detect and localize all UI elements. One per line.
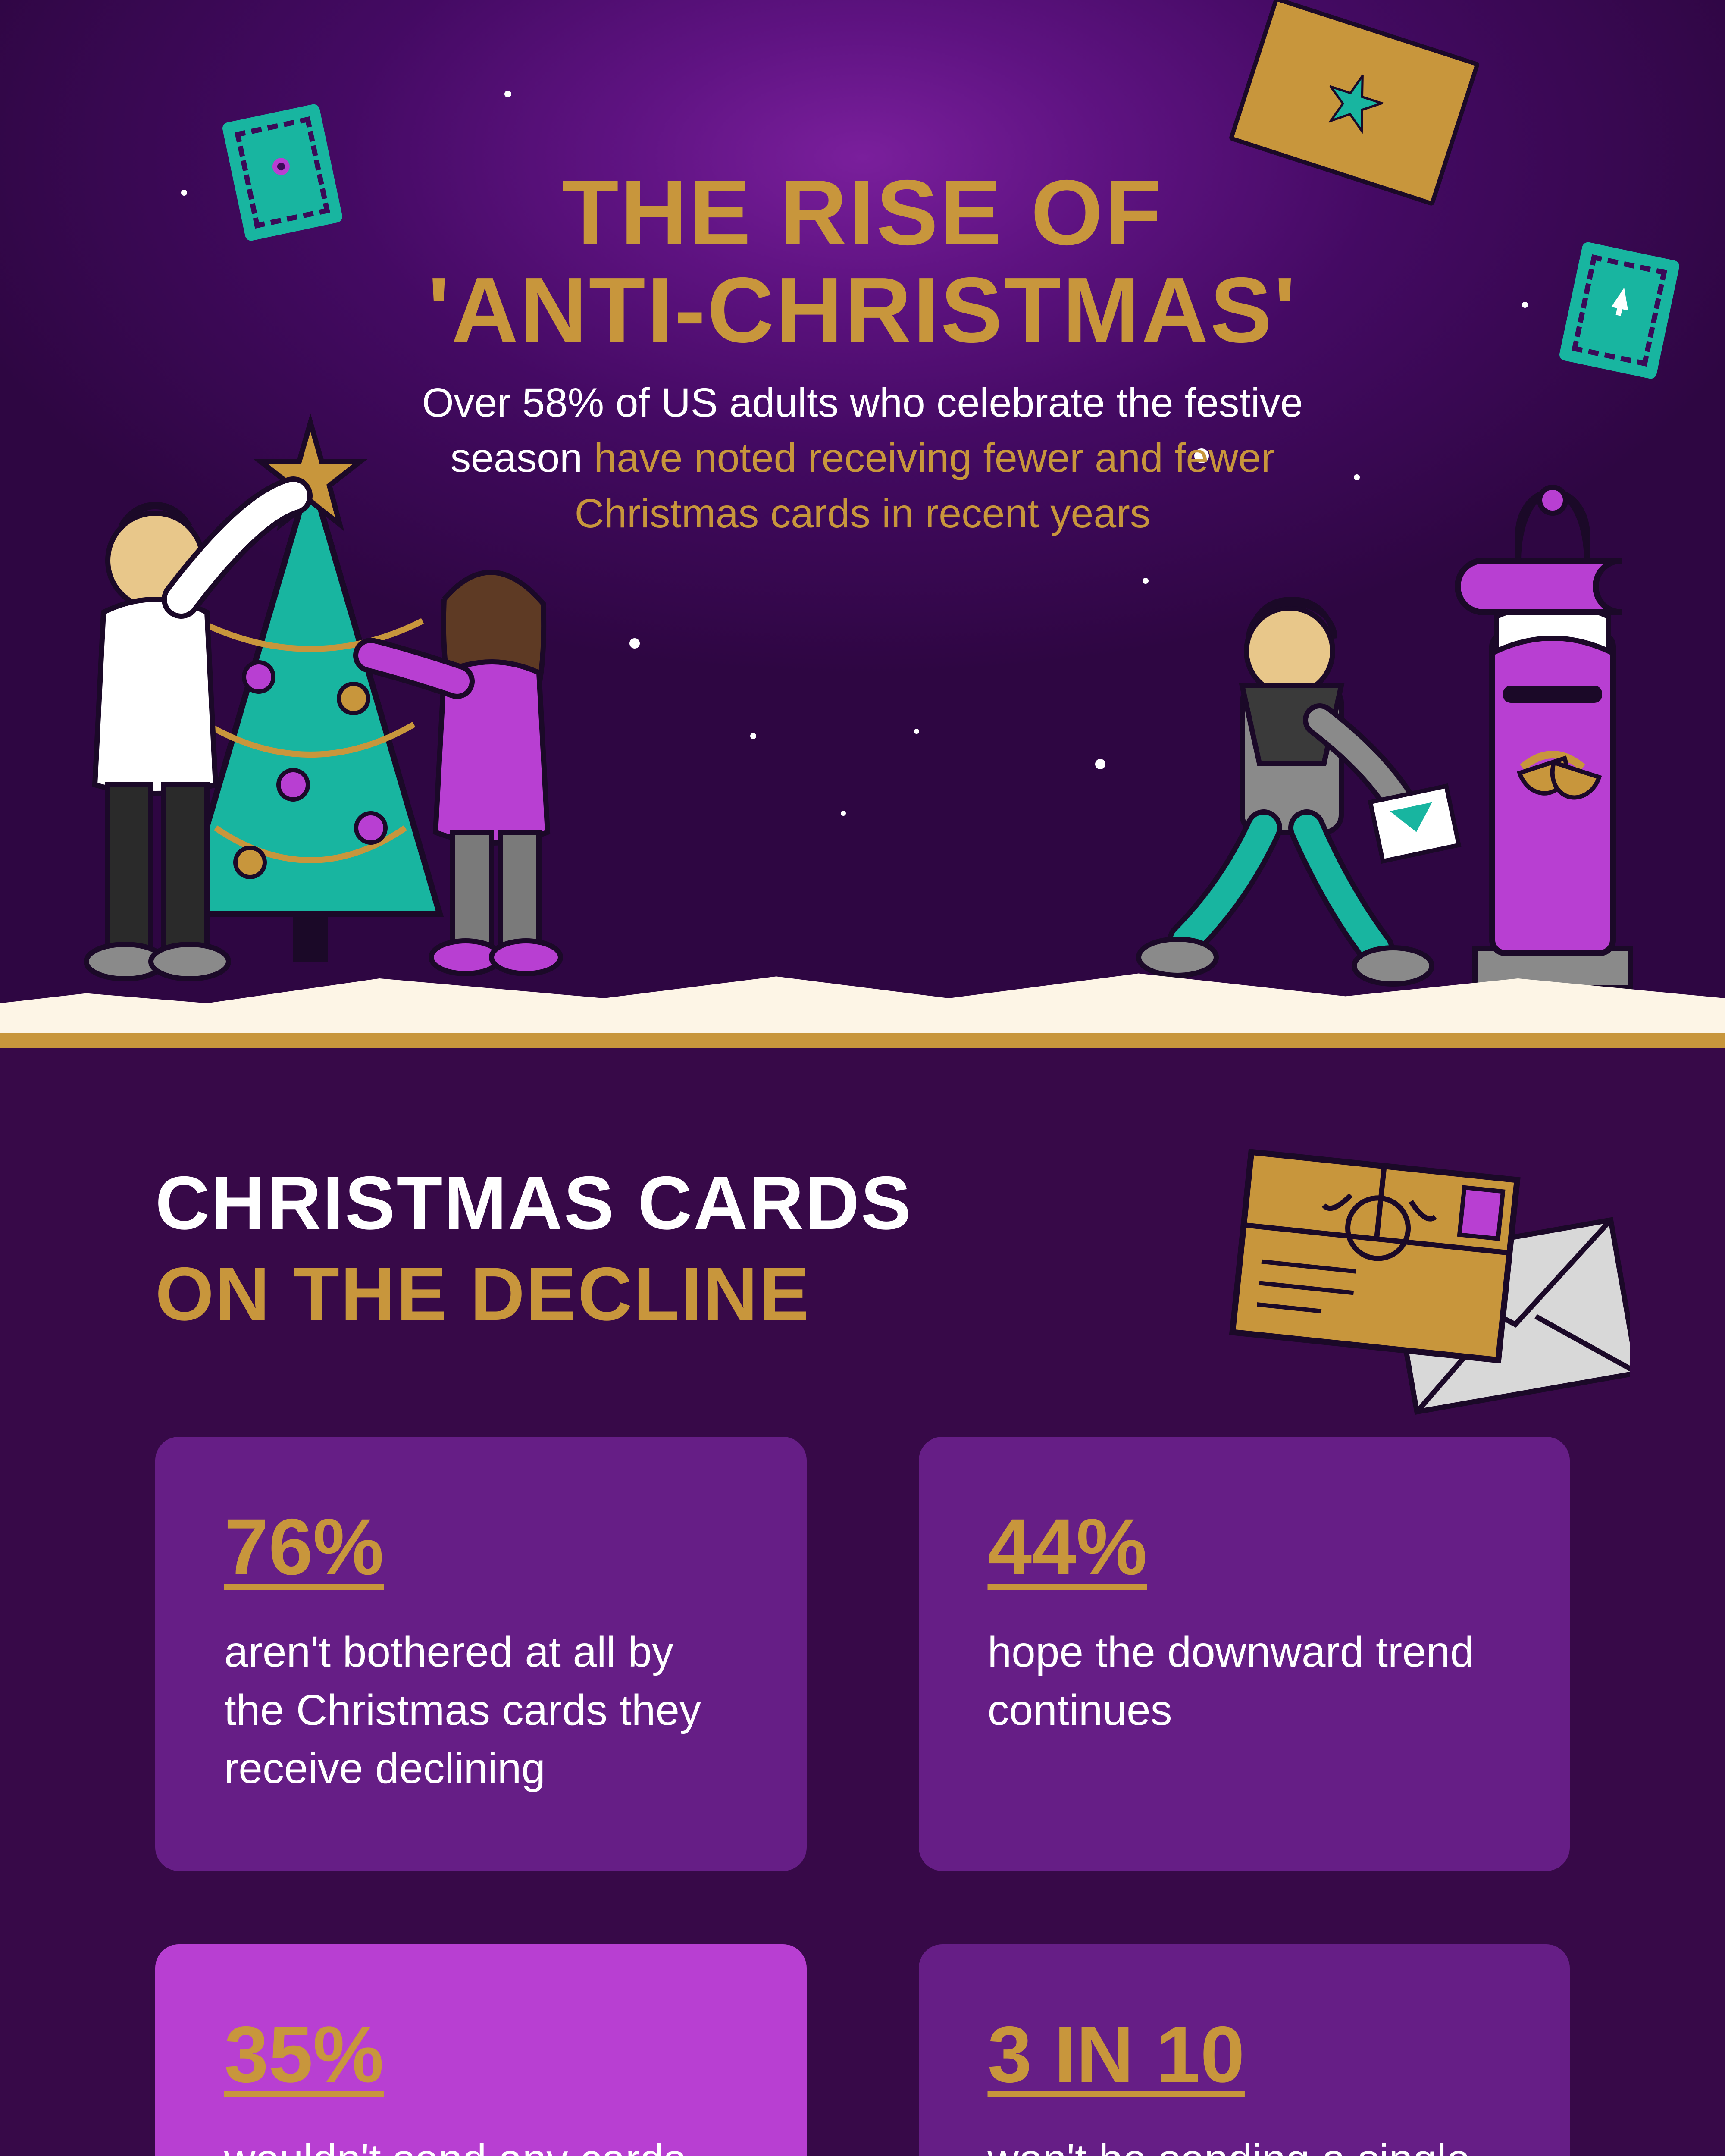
- stat-card: 76% aren't bothered at all by the Christ…: [155, 1437, 807, 1871]
- page-title: THE RISE OF 'ANTI-CHRISTMAS': [0, 164, 1725, 359]
- stat-value: 76%: [224, 1501, 738, 1593]
- stat-card: 35% wouldn't send any cards but feel obl…: [155, 1944, 807, 2156]
- stat-cards: 76% aren't bothered at all by the Christ…: [155, 1437, 1570, 2156]
- stat-card: 44% hope the downward trend continues: [919, 1437, 1570, 1871]
- star-dot: [750, 733, 756, 739]
- tree-illustration: [69, 397, 673, 1000]
- mailbox-illustration: [1134, 410, 1652, 1013]
- stat-value: 3 IN 10: [988, 2009, 1501, 2100]
- stat-text: aren't bothered at all by the Christmas …: [224, 1623, 738, 1798]
- star-dot: [1095, 759, 1105, 769]
- stat-value: 44%: [988, 1501, 1501, 1593]
- envelopes-illustration: [1216, 1134, 1630, 1436]
- gold-divider: [0, 1033, 1725, 1048]
- stat-text: hope the downward trend continues: [988, 1623, 1501, 1739]
- hero-section: THE RISE OF 'ANTI-CHRISTMAS' Over 58% of…: [0, 0, 1725, 1048]
- stat-card: 3 IN 10 won't be sending a single card t…: [919, 1944, 1570, 2156]
- stat-text: won't be sending a single card this year: [988, 2131, 1501, 2156]
- body-section: CHRISTMAS CARDS ON THE DECLINE: [0, 1048, 1725, 2156]
- stat-value: 35%: [224, 2009, 738, 2100]
- title-line-2: 'ANTI-CHRISTMAS': [428, 258, 1297, 362]
- star-dot: [841, 811, 846, 816]
- star-dot: [914, 729, 919, 734]
- title-line-1: THE RISE OF: [562, 160, 1163, 264]
- star-dot: [504, 91, 511, 97]
- stat-text: wouldn't send any cards but feel obliged…: [224, 2131, 738, 2156]
